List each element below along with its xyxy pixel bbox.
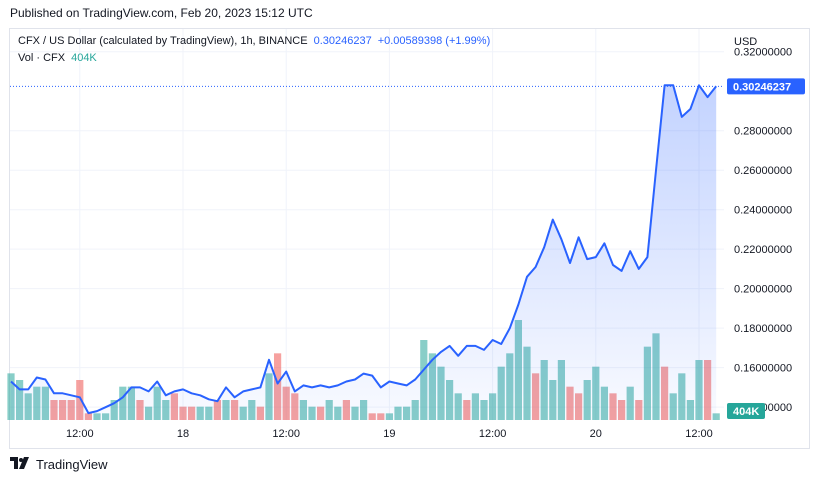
y-tick-label: 0.26000000 (734, 165, 792, 177)
legend-change: +0.00589398 (+1.99%) (377, 35, 491, 47)
legend-price: 0.30246237 (313, 35, 372, 47)
x-tick-label: 12:00 (272, 428, 300, 440)
x-tick-label: 12:00 (66, 428, 94, 440)
volume-legend[interactable]: Vol · CFX 404K (18, 52, 97, 64)
chart-frame[interactable] (9, 28, 810, 449)
x-tick-label: 12:00 (685, 428, 713, 440)
footer-brand[interactable]: TradingView (10, 457, 108, 472)
y-tick-label: 0.24000000 (734, 205, 792, 217)
y-tick-label: 0.22000000 (734, 244, 792, 256)
y-tick-label: 0.18000000 (734, 323, 792, 335)
x-tick-label: 18 (177, 428, 189, 440)
x-tick-label: 19 (383, 428, 395, 440)
time-axis[interactable]: 12:00 18 12:00 19 12:00 20 12:00 (66, 428, 713, 440)
price-axis[interactable]: USD 0.32000000 0.28000000 0.26000000 0.2400… (734, 36, 792, 414)
tradingview-logo-icon (10, 457, 32, 472)
last-volume-badge: 404K (727, 403, 765, 419)
volume-value: 404K (71, 52, 97, 64)
volume-title[interactable]: Vol · CFX (18, 52, 66, 64)
symbol-legend[interactable]: CFX / US Dollar (calculated by TradingVi… (18, 35, 490, 47)
y-tick-label: 0.20000000 (734, 284, 792, 296)
y-tick-label: 0.28000000 (734, 126, 792, 138)
currency-label: USD (734, 36, 757, 48)
price-area (11, 85, 717, 421)
symbol-title[interactable]: CFX / US Dollar (calculated by TradingVi… (18, 35, 308, 47)
x-tick-label: 20 (590, 428, 602, 440)
x-tick-label: 12:00 (479, 428, 507, 440)
last-price-badge: 0.30246237 (727, 78, 805, 95)
y-tick-label: 0.32000000 (734, 47, 792, 59)
published-caption: Published on TradingView.com, Feb 20, 20… (10, 6, 313, 20)
last-price-label: 0.30246237 (733, 81, 791, 93)
last-volume-label: 404K (733, 406, 759, 418)
price-line (10, 84, 717, 415)
y-tick-label: 0.16000000 (734, 363, 792, 375)
brand-name: TradingView (36, 457, 108, 472)
